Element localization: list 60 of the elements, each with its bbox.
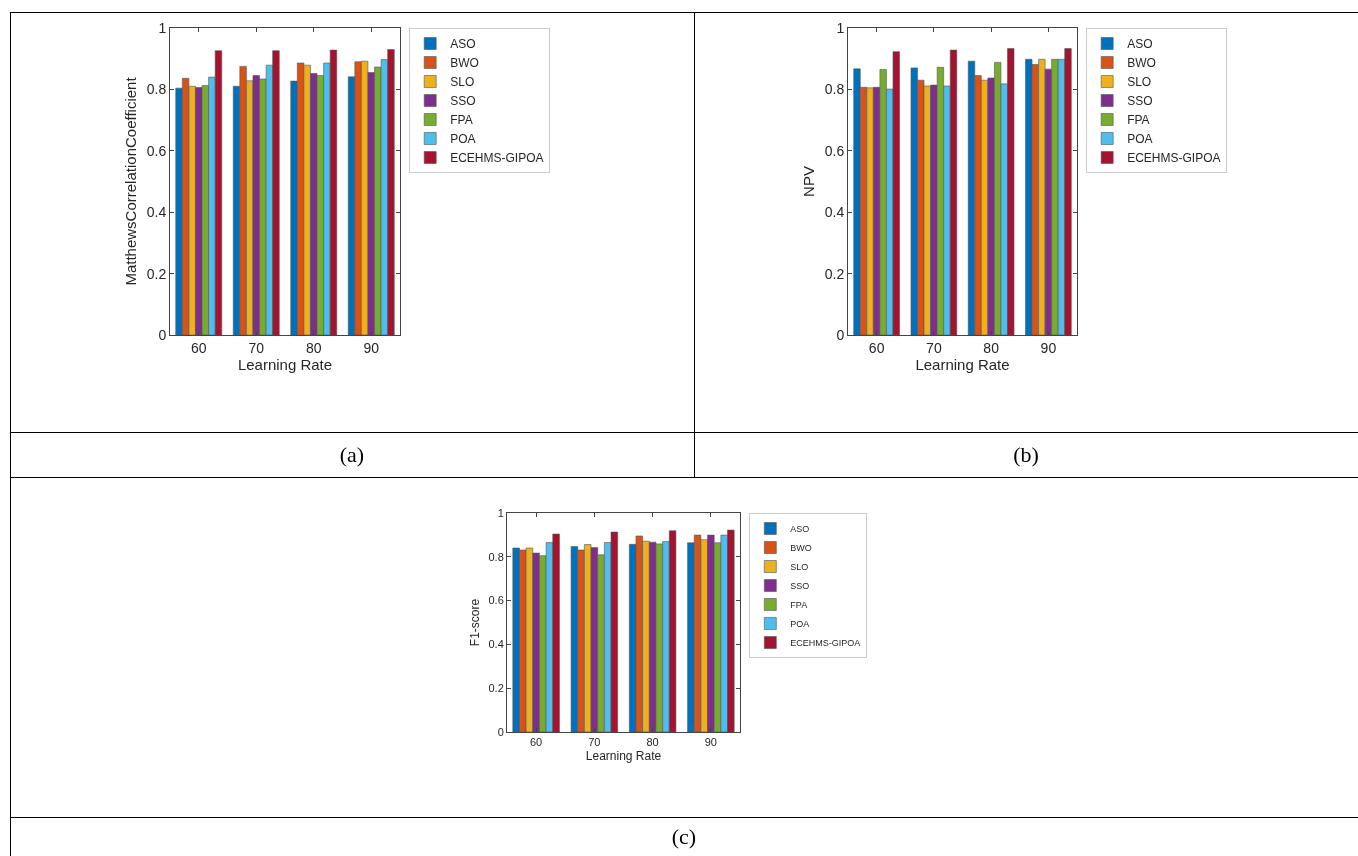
y-tick-label: 0.8 (146, 81, 167, 98)
y-tick-label: 0.6 (146, 142, 167, 159)
y-tick-label: 0.4 (824, 204, 845, 221)
legend-label: FPA (790, 600, 808, 611)
y-tick-label: 1 (497, 506, 504, 519)
legend-label: SLO (450, 75, 475, 90)
x-axis-title: Learning Rate (585, 749, 662, 764)
x-tick-label: 60 (530, 736, 543, 749)
x-tick-label: 80 (646, 736, 659, 749)
x-tick-label: 60 (868, 339, 885, 356)
y-tick-label: 0 (497, 725, 504, 738)
x-tick-label: 60 (190, 339, 207, 356)
legend-label: BWO (790, 543, 812, 554)
y-tick-label: 0.4 (146, 204, 167, 221)
x-tick-label: 80 (305, 339, 322, 356)
legend-label: POA (450, 132, 476, 147)
text: (b) (1012, 441, 1040, 469)
y-tick-label: 1 (836, 19, 845, 36)
y-tick-label: 0 (836, 326, 845, 343)
x-tick-label: 70 (588, 736, 601, 749)
legend-label: SSO (1127, 94, 1153, 109)
legend-label: SLO (790, 562, 809, 573)
y-axis-title: NPV (799, 166, 817, 197)
legend-label: SSO (790, 581, 810, 592)
legend-label: ASO (1127, 37, 1153, 52)
legend-label: ASO (790, 524, 810, 535)
y-tick-label: 0.6 (824, 142, 845, 159)
y-tick-label: 0 (158, 326, 167, 343)
x-tick-label: 90 (1040, 339, 1057, 356)
legend-label: POA (790, 619, 810, 630)
y-tick-label: 0.6 (488, 594, 504, 607)
y-tick-label: 0.2 (824, 265, 845, 282)
x-tick-label: 70 (926, 339, 942, 356)
legend-label: SLO (1127, 75, 1152, 90)
legend-label: BWO (1127, 56, 1156, 71)
text: (c) (670, 823, 698, 851)
legend-label: ECEHMS-GIPOA (1127, 151, 1221, 166)
legend-label: FPA (450, 113, 473, 128)
x-tick-label: 70 (248, 339, 265, 356)
x-tick-label: 80 (983, 339, 1000, 356)
x-axis-title: Learning Rate (237, 355, 333, 373)
y-tick-label: 0.8 (824, 81, 845, 98)
legend-label: BWO (450, 56, 479, 71)
legend-label: SSO (450, 94, 476, 109)
legend-label: ECEHMS-GIPOA (450, 151, 544, 166)
legend-label: ASO (450, 37, 476, 52)
x-tick-label: 90 (704, 736, 718, 749)
legend-label: POA (1127, 132, 1153, 147)
y-axis-title: F1-score (467, 598, 482, 647)
x-tick-label: 90 (363, 339, 380, 356)
text: (a) (338, 441, 366, 469)
y-tick-label: 0.8 (488, 550, 504, 563)
y-tick-label: 1 (158, 19, 167, 36)
y-axis-title: MatthewsCorrelationCoefficient (121, 76, 139, 286)
x-axis-title: Learning Rate (915, 355, 1010, 373)
legend-label: FPA (1127, 113, 1150, 128)
y-tick-label: 0.4 (488, 638, 504, 651)
legend-label: ECEHMS-GIPOA (790, 638, 861, 649)
y-tick-label: 0.2 (146, 265, 167, 282)
y-tick-label: 0.2 (488, 682, 504, 695)
